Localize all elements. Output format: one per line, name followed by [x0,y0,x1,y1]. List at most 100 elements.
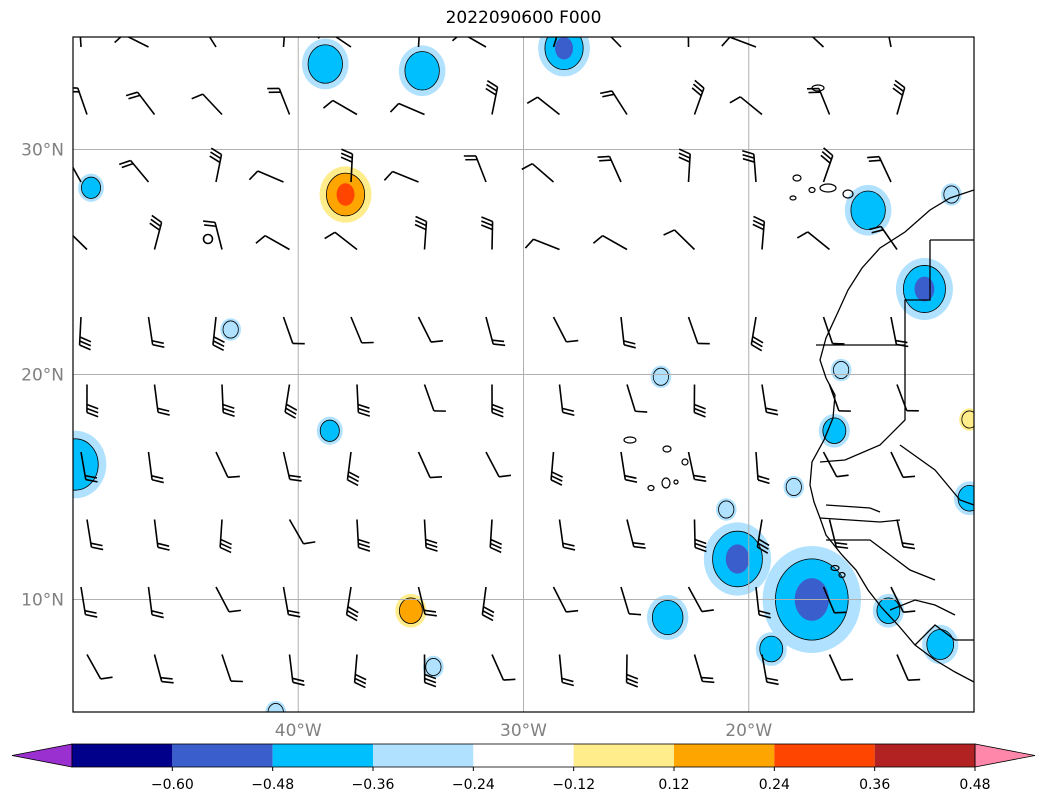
contour-blob-15 [959,408,974,431]
wind-barb [620,586,642,616]
wind-barb [209,147,223,183]
colorbar-segment [874,744,975,767]
wind-barb [118,159,150,183]
contour-blob-6 [220,318,242,341]
wind-barb [350,316,374,344]
wind-barb [558,519,576,551]
contour-mid [718,500,735,519]
contour-mid [73,438,99,491]
wind-barb [73,234,88,251]
wind-barb [890,451,916,479]
contour-core [933,636,947,653]
contour-mid [833,361,850,379]
border-mauritania [819,345,906,463]
colorbar-tick-label: 0.12 [658,777,689,793]
lat-tick-label: 20°N [21,366,64,386]
colorbar-tick-label: 0.48 [959,777,990,793]
canary-island-3 [819,183,837,193]
colorbar-tick-label: 0.24 [759,777,790,793]
contour-blob-21 [646,594,689,641]
contour-blob-1 [301,38,349,90]
contour-mid [222,320,239,339]
wind-barb [806,87,831,115]
wind-barb [73,165,82,183]
colorbar-segment [774,744,875,767]
wind-barb [417,316,444,343]
wind-barb [693,384,706,418]
contour-blob-19 [703,522,772,596]
wind-barb [550,451,563,486]
contour-blob-26 [423,655,444,679]
wind-barb [485,451,512,478]
wind-barb [345,586,359,622]
colorbar-segment [473,744,574,767]
wind-barb [215,586,242,613]
contour-blob-22 [755,632,787,666]
canary-island-1 [792,174,802,182]
wind-barb [526,96,560,116]
wind-barb [73,87,88,115]
colorbar-segment [674,744,775,767]
bissagos-island-1 [830,564,840,572]
africa-coastline [809,189,974,683]
wind-barb [248,170,284,183]
wind-barb [626,519,646,549]
border-guinea [826,539,936,581]
contour-core [317,53,334,75]
contour-core [860,200,877,221]
wind-barb [663,229,696,251]
colorbar-extend-high [974,743,1036,768]
wind-barb [687,37,690,48]
bissagos-island-2 [838,571,846,579]
wind-barb [678,148,691,183]
wind-barb [203,220,223,250]
gridlines [73,37,974,712]
wind-barb [284,384,298,419]
contour-blob-11 [818,413,850,448]
wind-barb [552,37,558,48]
wind-barb [597,155,622,183]
wind-barb [423,384,446,412]
wind-barb [221,384,235,417]
contour-blob-8 [316,416,343,445]
wind-barb [869,225,898,250]
contour-blob-5 [319,166,372,223]
wind-barb [896,384,919,412]
contour-mid [785,478,802,496]
wind-barb [383,170,419,183]
colorbar-segment [373,744,474,767]
wind-barb [451,37,487,48]
wind-barb [755,586,771,619]
wind-barb [822,316,845,345]
wind-barb [491,654,516,681]
contour-mid [957,485,974,512]
wind-barb [756,519,770,554]
colorbar-extend-low [11,743,73,768]
wind-barb [340,148,354,183]
wind-barb [820,147,834,183]
contour-mid [651,599,684,636]
wind-barb [742,149,757,183]
canary-island-5 [789,195,797,201]
wind-barb [828,654,854,681]
wind-barb [552,586,579,613]
contour-mid [759,635,784,663]
wind-barb [755,451,770,485]
contour-blob-2 [398,45,446,97]
wind-barb [828,519,849,549]
wind-barb [892,79,906,115]
colorbar: −0.60 −0.48 −0.36 −0.24 −0.12 0.12 0.24 0.36 0.4… [11,743,1036,793]
calm-wind-circle [202,233,214,245]
contour-blob-7 [73,430,107,499]
contour-mid [404,51,440,91]
wind-barb [78,316,92,351]
contour-blob-17 [783,475,805,499]
wind-barb [620,316,636,349]
wind-barb [480,216,494,250]
contour-blob-18 [715,498,737,521]
wind-barb [721,37,757,48]
border-mali [899,444,974,506]
lon-tick-label: 30°W [500,721,547,741]
wind-barb [153,519,170,551]
contour-core [336,183,355,206]
